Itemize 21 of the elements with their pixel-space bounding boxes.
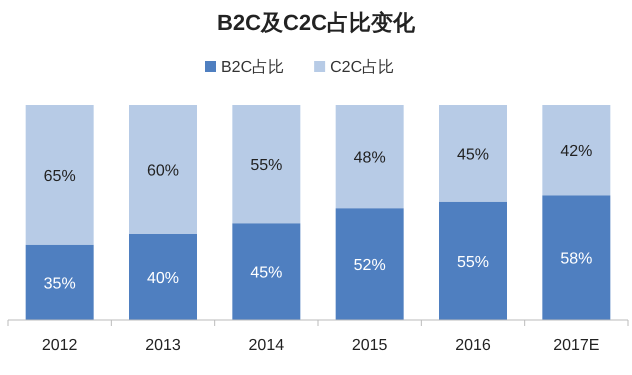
data-label: 65%: [44, 168, 76, 185]
chart-title: B2C及C2C占比变化: [216, 10, 416, 35]
data-label: 35%: [44, 275, 76, 292]
data-label: 52%: [354, 257, 386, 274]
x-tick-label: 2012: [42, 337, 78, 354]
x-tick-label: 2015: [352, 337, 388, 354]
x-tick-label: 2013: [145, 337, 181, 354]
data-label: 45%: [250, 264, 282, 282]
x-tick-label: 2014: [248, 337, 284, 354]
legend-label: B2C占比: [221, 58, 284, 76]
data-label: 48%: [354, 150, 386, 167]
data-label: 42%: [560, 143, 592, 160]
data-label: 55%: [456, 254, 490, 271]
data-label: 45%: [456, 146, 490, 164]
data-label: 60%: [146, 162, 180, 180]
data-label: 55%: [250, 157, 282, 174]
x-tick-label: 2016: [455, 337, 491, 354]
data-label: 58%: [560, 250, 592, 268]
legend-label: C2C占比: [330, 58, 394, 76]
x-tick-label: 2017E: [553, 337, 600, 354]
data-label: 40%: [146, 270, 180, 287]
